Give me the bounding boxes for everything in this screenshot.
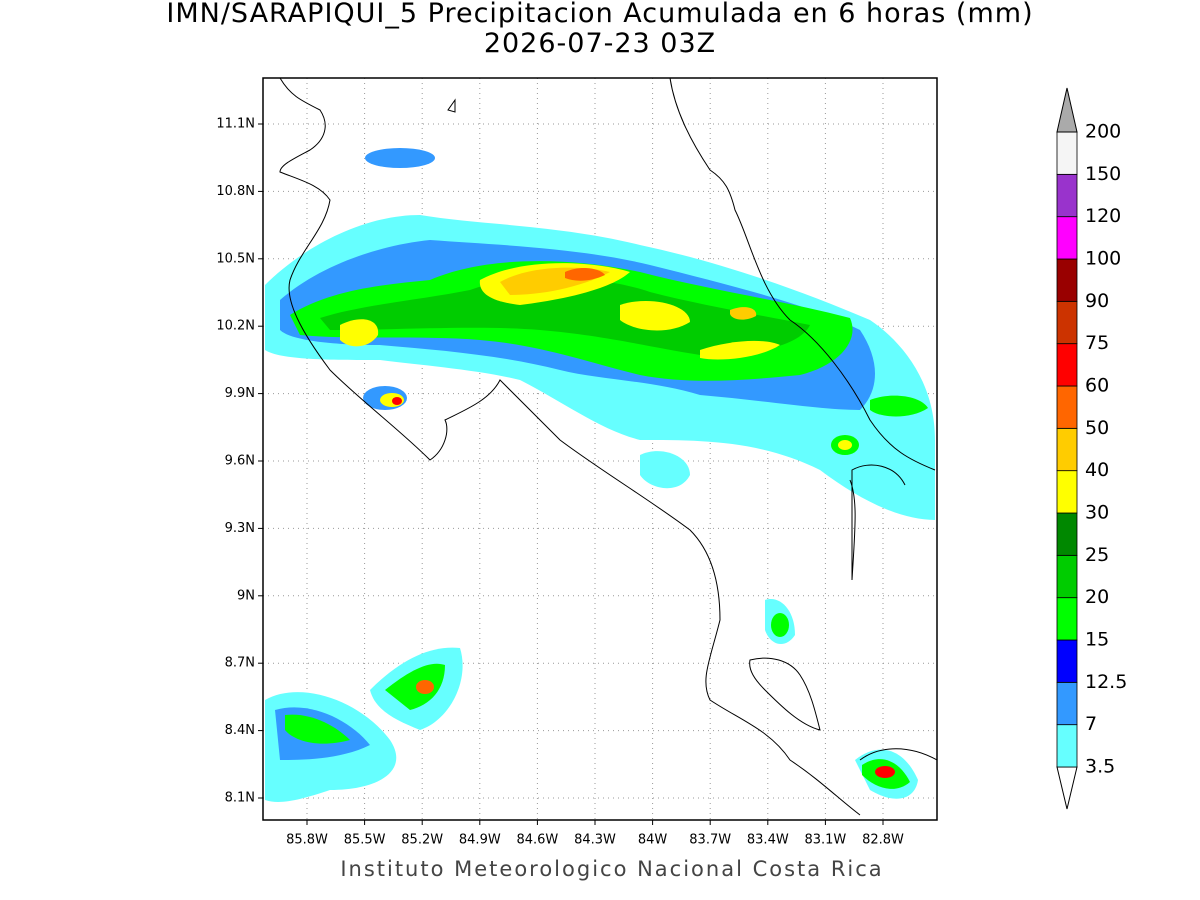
y-tick-label: 8.4N — [225, 723, 255, 738]
colorbar-label: 90 — [1085, 290, 1109, 312]
colorbar: 3.5 7 12.5 15 20 25 30 40 50 60 75 90 100 120 150 200 — [1056, 87, 1127, 810]
precipitation — [265, 148, 935, 802]
x-tick-label: 84.6W — [516, 833, 558, 848]
y-tick-label: 9.9N — [225, 386, 255, 401]
y-tick-label: 8.7N — [225, 656, 255, 671]
colorbar-box — [1056, 681, 1078, 726]
x-tick-label: 82.8W — [862, 833, 904, 848]
colorbar-label: 60 — [1085, 375, 1109, 397]
footer: Instituto Meteorologico Nacional Costa R… — [340, 857, 883, 881]
colorbar-box — [1056, 512, 1078, 556]
y-tick-label: 10.5N — [216, 251, 255, 266]
colorbar-box — [1056, 385, 1078, 429]
x-tick-label: 85.2W — [401, 833, 443, 848]
y-tick-label: 8.1N — [225, 791, 255, 806]
colorbar-label: 30 — [1085, 502, 1109, 524]
map-frame — [262, 77, 938, 821]
colorbar-box — [1056, 470, 1078, 514]
x-tick-label: 83.7W — [689, 833, 731, 848]
colorbar-over — [1056, 87, 1078, 133]
colorbar-label: 3.5 — [1085, 756, 1115, 778]
x-tick-label: 84.3W — [574, 833, 616, 848]
x-tick-label: 84W — [638, 833, 668, 848]
map — [263, 78, 937, 820]
colorbar-label: 50 — [1085, 417, 1109, 439]
colorbar-box — [1056, 300, 1078, 345]
colorbar-label: 20 — [1085, 586, 1109, 608]
y-tick-label: 11.1N — [216, 117, 255, 132]
colorbar-box — [1056, 343, 1078, 387]
subtitle: 2026-07-23 03Z — [484, 28, 716, 59]
x-tick-label: 83.1W — [804, 833, 846, 848]
coastline — [279, 78, 937, 816]
colorbar-label: 15 — [1085, 629, 1109, 651]
colorbar-label: 12.5 — [1085, 671, 1127, 693]
y-tick-label: 10.2N — [216, 319, 255, 334]
colorbar-box — [1056, 258, 1078, 302]
colorbar-label: 120 — [1085, 205, 1121, 227]
colorbar-box — [1056, 724, 1078, 768]
colorbar-box — [1056, 427, 1078, 472]
colorbar-under — [1056, 766, 1078, 810]
colorbar-label: 100 — [1085, 248, 1121, 270]
colorbar-box — [1056, 216, 1078, 260]
y-tick-label: 9N — [237, 588, 255, 603]
title: IMN/SARAPIQUI_5 Precipitacion Acumulada … — [166, 0, 1033, 29]
colorbar-label: 40 — [1085, 459, 1109, 481]
colorbar-label: 150 — [1085, 163, 1121, 185]
colorbar-label: 25 — [1085, 544, 1109, 566]
colorbar-label: 7 — [1085, 713, 1097, 735]
x-tick-label: 85.8W — [286, 833, 328, 848]
colorbar-box — [1056, 173, 1078, 218]
colorbar-box — [1056, 554, 1078, 599]
x-tick-label: 85.5W — [344, 833, 386, 848]
y-tick-label: 10.8N — [216, 184, 255, 199]
y-tick-label: 9.3N — [225, 521, 255, 536]
colorbar-box — [1056, 597, 1078, 641]
colorbar-box — [1056, 131, 1078, 175]
y-tick-label: 9.6N — [225, 454, 255, 469]
colorbar-box — [1056, 639, 1078, 683]
colorbar-label: 75 — [1085, 332, 1109, 354]
x-tick-label: 84.9W — [459, 833, 501, 848]
colorbar-label: 200 — [1085, 121, 1121, 143]
x-tick-label: 83.4W — [747, 833, 789, 848]
